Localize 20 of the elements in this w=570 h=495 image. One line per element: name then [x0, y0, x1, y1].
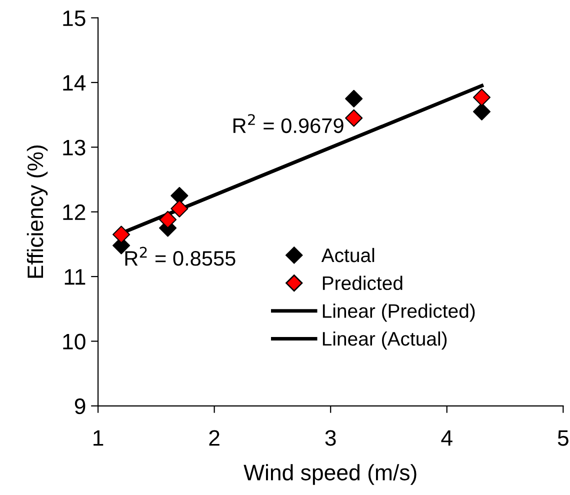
- y-tick-label: 12: [63, 204, 86, 220]
- x-axis-title: Wind speed (m/s): [244, 464, 416, 485]
- x-tick-label: 5: [558, 430, 568, 446]
- y-tick-label: 15: [63, 10, 86, 26]
- x-tick-label: 4: [441, 430, 452, 446]
- legend-label: Actual: [321, 248, 374, 262]
- legend-label: Linear (Actual): [322, 331, 447, 350]
- x-tick-label: 3: [325, 430, 336, 446]
- legend-label: Predicted: [322, 276, 402, 290]
- y-tick-label: 10: [63, 334, 86, 350]
- y-tick-label: 11: [64, 269, 86, 285]
- x-tick-label: 1: [94, 430, 104, 446]
- legend-label: Linear (Predicted): [322, 304, 475, 322]
- y-tick-label: 13: [63, 140, 86, 156]
- y-tick-label: 14: [63, 75, 86, 91]
- annotation: R$^{2}$ = 0.8555: [125, 246, 236, 266]
- y-tick-label: 9: [74, 398, 86, 414]
- x-tick-label: 2: [209, 430, 220, 446]
- annotation: R$^{2}$ = 0.9679: [233, 114, 344, 134]
- y-axis-title: Efficiency (%): [26, 146, 48, 278]
